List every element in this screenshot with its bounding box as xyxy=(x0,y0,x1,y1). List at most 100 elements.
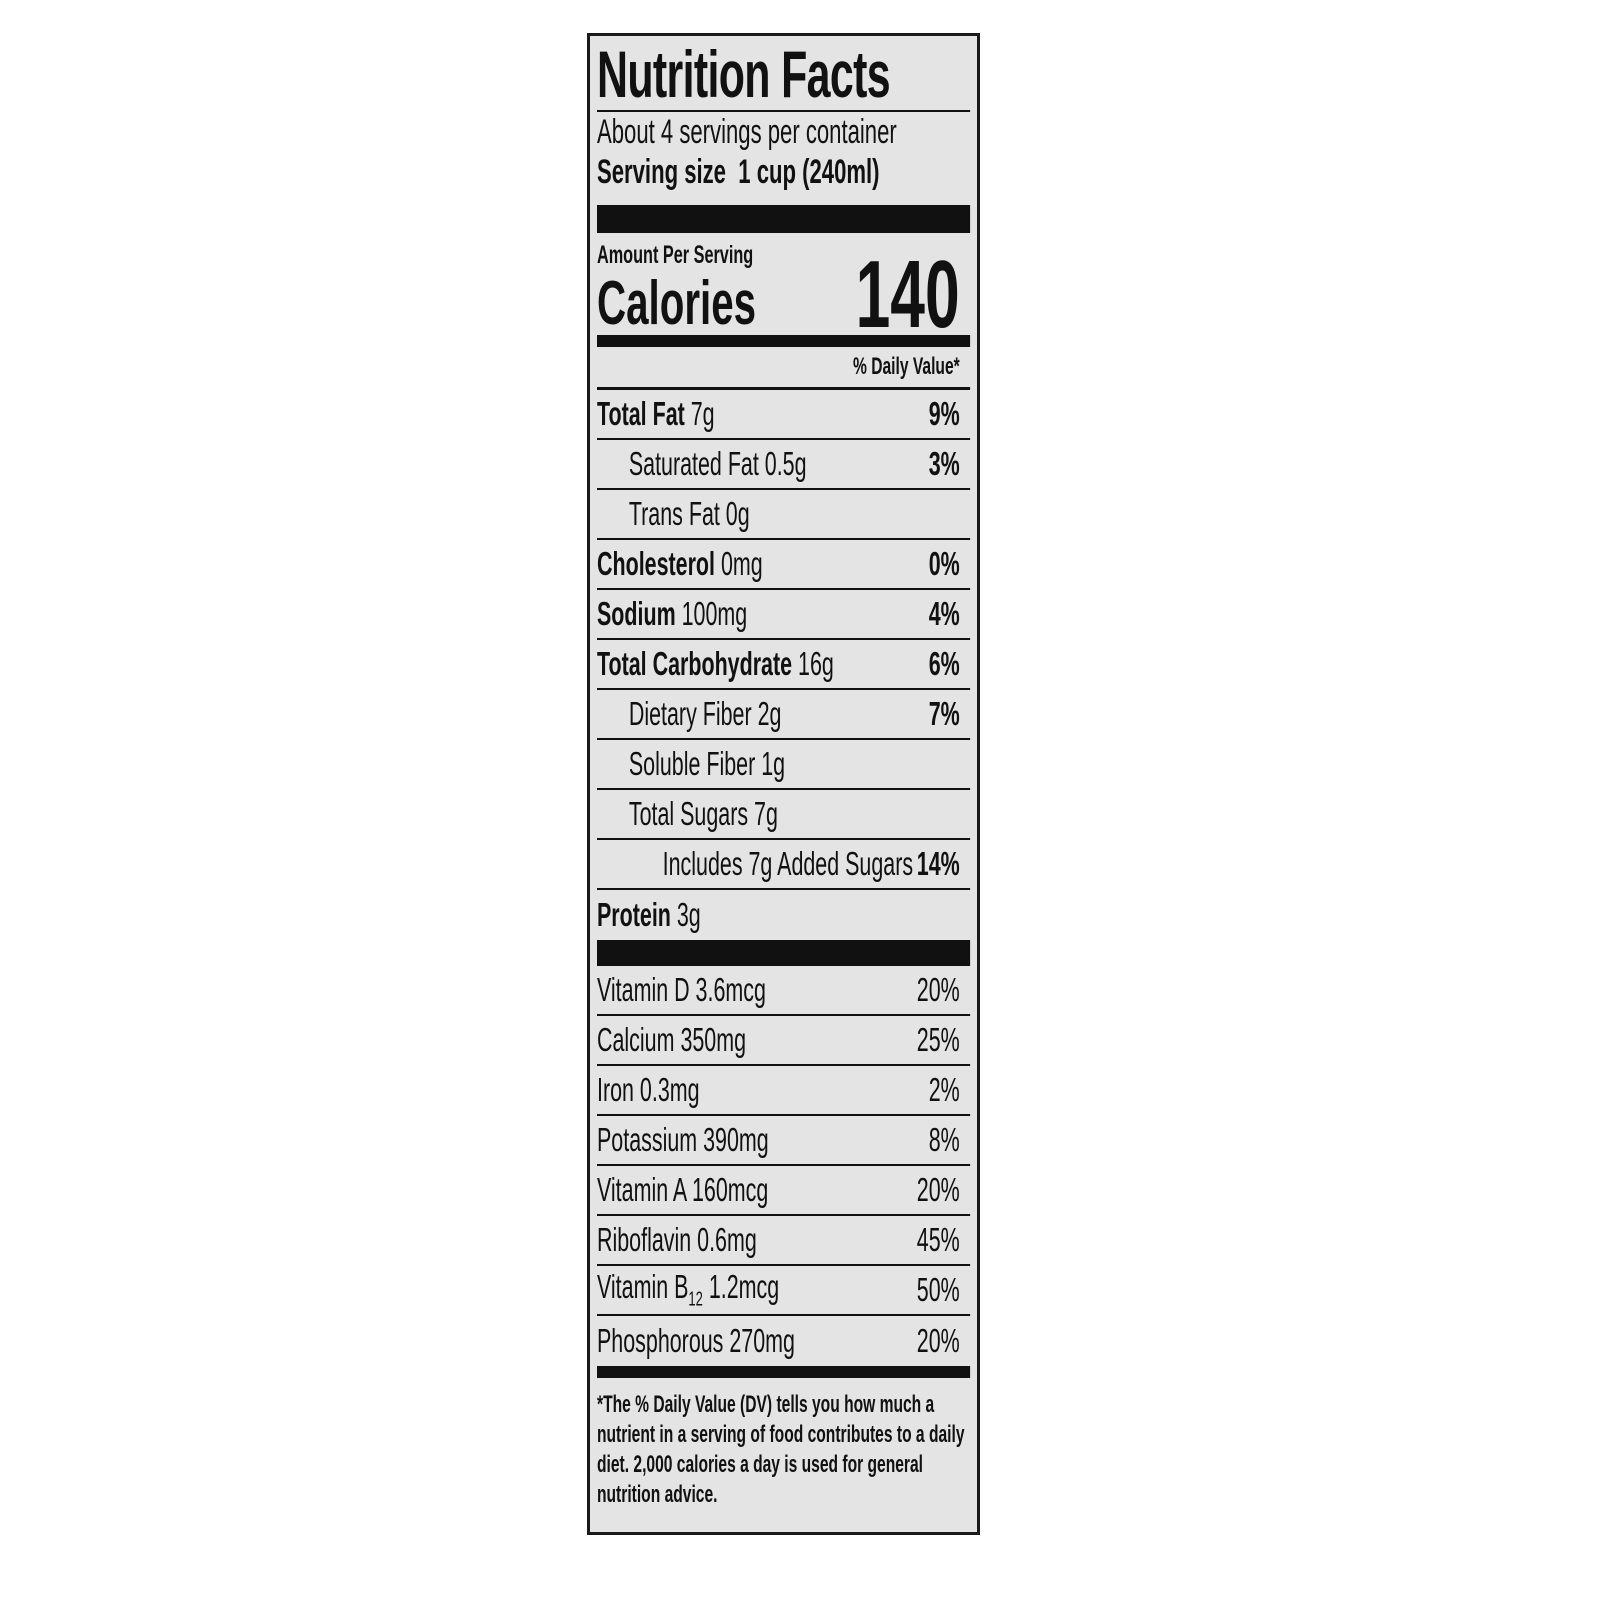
nutrient-name: Protein xyxy=(597,896,671,933)
nutrient-label: Cholesterol 0mg xyxy=(597,545,763,583)
daily-value: 2% xyxy=(928,1071,960,1108)
medium-bar xyxy=(597,335,971,347)
nutrient-amount: 0.6mg xyxy=(697,1221,757,1258)
nutrient-label: Calcium 350mg xyxy=(597,1021,746,1059)
amount-per-serving: Amount Per Serving xyxy=(597,241,754,269)
nutrient-label: Riboflavin 0.6mg xyxy=(597,1221,757,1259)
nutrient-name: Cholesterol xyxy=(597,545,716,582)
nutrient-name: Total Carbohydrate xyxy=(597,645,793,682)
nutrient-label: Total Carbohydrate 16g xyxy=(597,645,834,683)
nutrient-amount: 390mg xyxy=(703,1121,769,1158)
daily-value: 9% xyxy=(928,395,960,432)
medium-bar xyxy=(597,1366,971,1378)
nutrient-name: Calcium xyxy=(597,1021,675,1058)
nutrient-amount: 2g xyxy=(757,695,782,732)
daily-value: 20% xyxy=(916,1322,960,1359)
nutrient-row: Cholesterol 0mg 0% xyxy=(597,540,971,590)
nutrient-label: Protein 3g xyxy=(597,896,701,934)
nutrient-amount: 0g xyxy=(725,495,750,532)
footnote: *The % Daily Value (DV) tells you how mu… xyxy=(597,1391,965,1508)
nutrient-label: Total Fat 7g xyxy=(597,395,715,433)
nutrient-name: Total Fat xyxy=(597,395,685,432)
nutrient-amount: 100mg xyxy=(681,595,748,632)
nutrient-amount: 16g xyxy=(798,645,834,682)
nutrient-label: Trans Fat 0g xyxy=(629,495,750,533)
nutrient-row: Vitamin D 3.6mcg 20% xyxy=(597,966,971,1016)
nutrient-label: Potassium 390mg xyxy=(597,1121,769,1159)
nutrient-amount: 350mg xyxy=(680,1021,747,1058)
nutrient-amount: 270mg xyxy=(729,1322,795,1359)
daily-value: 8% xyxy=(928,1121,960,1158)
nutrient-name: Trans Fat xyxy=(628,495,720,532)
nutrient-row: Total Carbohydrate 16g 6% xyxy=(597,640,971,690)
nutrient-label: Vitamin B12 1.2mcg xyxy=(597,1268,779,1312)
daily-value: 45% xyxy=(916,1221,960,1258)
calories-row: Calories 140 xyxy=(597,247,970,343)
subscript: 12 xyxy=(688,1288,703,1311)
nutrient-name: Potassium xyxy=(597,1121,698,1158)
nutrient-name: Total Sugars xyxy=(628,795,749,832)
nutrient-row: Vitamin A 160mcg 20% xyxy=(597,1166,971,1216)
nutrient-row: Iron 0.3mg 2% xyxy=(597,1066,971,1116)
nutrient-label: Vitamin D 3.6mcg xyxy=(597,971,766,1009)
calories-value: 140 xyxy=(855,241,960,348)
serving-size-label: Serving size xyxy=(597,153,726,191)
nutrient-label: Soluble Fiber 1g xyxy=(629,745,785,783)
thick-bar xyxy=(597,205,971,233)
nutrient-row: Protein 3g xyxy=(597,890,970,940)
nutrient-name: Vitamin A xyxy=(597,1171,687,1208)
nutrient-amount: 7g xyxy=(754,795,778,832)
label-content: Nutrition Facts About 4 servings per con… xyxy=(597,36,971,1510)
nutrient-row: Total Fat 7g 9% xyxy=(597,390,971,440)
nutrient-name: Iron xyxy=(597,1071,634,1108)
nutrient-amount: 1.2mcg xyxy=(708,1268,780,1306)
serving-size: Serving size 1 cup (240ml) xyxy=(597,152,970,192)
nutrient-row: Phosphorous 270mg 20% xyxy=(597,1316,970,1366)
nutrition-label: Nutrition Facts About 4 servings per con… xyxy=(587,33,980,1535)
nutrient-row: Potassium 390mg 8% xyxy=(597,1116,971,1166)
nutrient-row: Total Sugars 7g xyxy=(597,790,971,840)
nutrient-label: Vitamin A 160mcg xyxy=(597,1171,768,1209)
nutrient-amount: 1g xyxy=(761,745,786,782)
daily-value: 14% xyxy=(916,845,960,882)
nutrient-row: Riboflavin 0.6mg 45% xyxy=(597,1216,971,1266)
daily-value: 20% xyxy=(916,971,960,1008)
servings: About 4 servings per container xyxy=(597,113,897,151)
nutrient-label: Iron 0.3mg xyxy=(597,1071,700,1109)
nutrient-name: Vitamin D xyxy=(597,971,690,1008)
nutrient-row: Trans Fat 0g xyxy=(597,490,971,540)
nutrient-name: Dietary Fiber xyxy=(628,695,752,732)
nutrient-name: Sodium xyxy=(597,595,676,632)
daily-value: 4% xyxy=(928,595,960,632)
nutrient-row: Includes 7g Added Sugars 14% xyxy=(597,840,971,890)
thick-bar xyxy=(597,940,971,966)
daily-value: 50% xyxy=(916,1271,960,1308)
nutrient-name: Phosphorous xyxy=(597,1322,724,1359)
calories-label: Calories xyxy=(597,269,757,338)
daily-value-header: % Daily Value* xyxy=(597,347,971,390)
nutrient-row: Dietary Fiber 2g 7% xyxy=(597,690,971,740)
daily-value: 6% xyxy=(928,645,960,682)
nutrient-row: Sodium 100mg 4% xyxy=(597,590,971,640)
nutrient-row: Calcium 350mg 25% xyxy=(597,1016,971,1066)
nutrient-row: Vitamin B12 1.2mcg 50% xyxy=(597,1266,971,1316)
title: Nutrition Facts xyxy=(597,36,971,112)
daily-value: 7% xyxy=(928,695,960,732)
nutrient-amount: 3g xyxy=(676,896,701,933)
nutrient-name: Includes 7g Added Sugars xyxy=(662,845,914,882)
nutrient-name: Saturated Fat xyxy=(628,445,759,482)
nutrient-label: Includes 7g Added Sugars xyxy=(663,845,913,883)
daily-value: 0% xyxy=(928,545,960,582)
daily-value: 3% xyxy=(928,445,960,482)
nutrient-label: Sodium 100mg xyxy=(597,595,747,633)
nutrient-row: Soluble Fiber 1g xyxy=(597,740,971,790)
nutrient-label: Dietary Fiber 2g xyxy=(629,695,782,733)
nutrient-amount: 0.3mg xyxy=(639,1071,700,1108)
nutrient-label: Saturated Fat 0.5g xyxy=(629,445,807,483)
nutrient-name: Riboflavin xyxy=(597,1221,692,1258)
serving-size-value: 1 cup (240ml) xyxy=(738,153,880,191)
daily-value: 25% xyxy=(916,1021,960,1058)
nutrient-label: Total Sugars 7g xyxy=(629,795,778,833)
nutrient-label: Phosphorous 270mg xyxy=(597,1322,795,1360)
